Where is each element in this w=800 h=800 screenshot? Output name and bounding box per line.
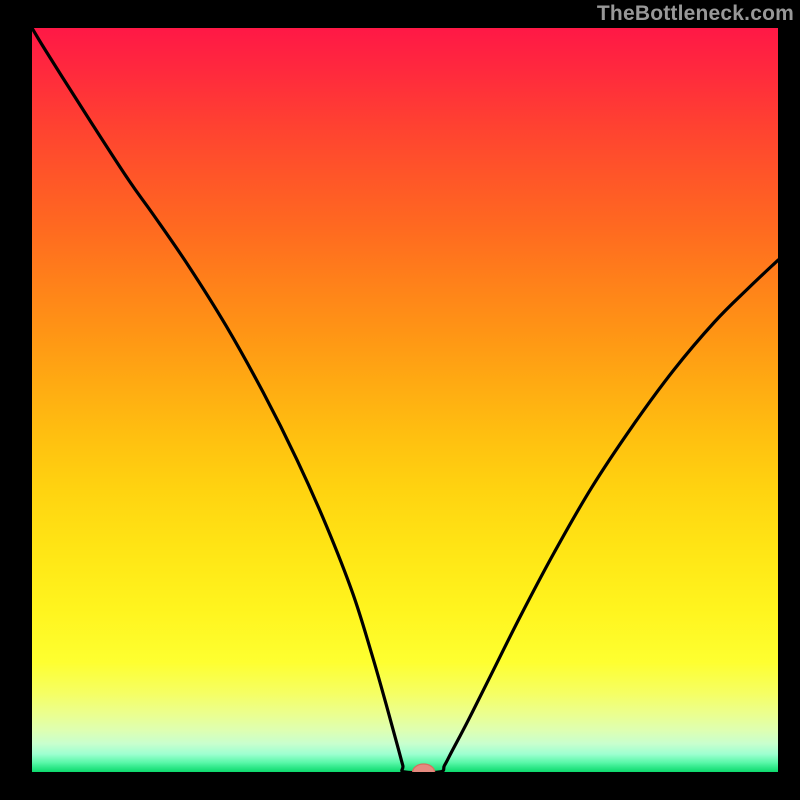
watermark-text: TheBottleneck.com [597,2,794,26]
chart-stage: TheBottleneck.com [0,0,800,800]
bottleneck-chart [0,0,800,800]
optimal-point-marker [413,764,435,780]
chart-background [32,28,778,772]
